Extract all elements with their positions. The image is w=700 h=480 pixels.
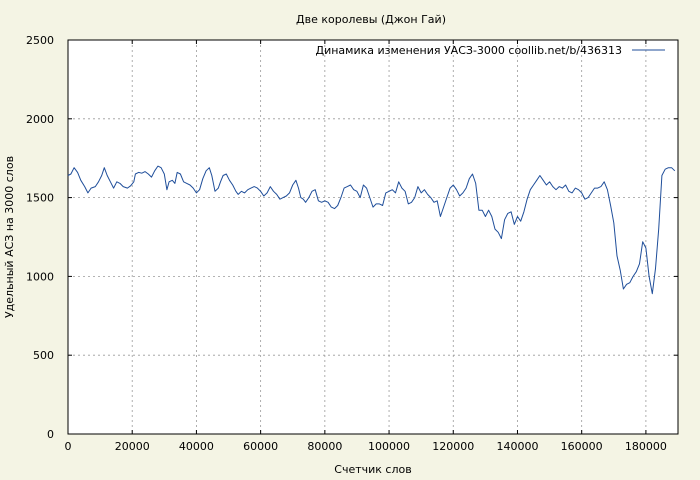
x-tick-label: 160000 <box>561 440 603 453</box>
legend: Динамика изменения УАСЗ-3000 coollib.net… <box>316 44 665 57</box>
legend-label: Динамика изменения УАСЗ-3000 coollib.net… <box>316 44 623 57</box>
x-tick-label: 40000 <box>179 440 214 453</box>
x-tick-label: 140000 <box>496 440 538 453</box>
tick-marks <box>67 39 678 435</box>
x-tick-label: 120000 <box>432 440 474 453</box>
x-tick-label: 80000 <box>307 440 342 453</box>
series-line-0 <box>67 165 676 295</box>
y-tick-label: 1000 <box>26 270 54 283</box>
x-tick-label: 20000 <box>115 440 150 453</box>
y-tick-label: 2500 <box>26 34 54 47</box>
y-tick-label: 0 <box>47 428 54 441</box>
series-layer <box>67 165 676 295</box>
x-tick-labels: 0 20000 40000 60000 80000 100000 120000 140000 1… <box>65 440 667 453</box>
y-tick-label: 2000 <box>26 113 54 126</box>
x-axis-label: Счетчик слов <box>334 463 411 476</box>
x-tick-label: 0 <box>65 440 72 453</box>
y-tick-label: 500 <box>33 349 54 362</box>
y-tick-labels: 0 500 1000 1500 2000 2500 <box>26 34 54 441</box>
x-tick-label: 100000 <box>368 440 410 453</box>
y-tick-label: 1500 <box>26 192 54 205</box>
grid-lines <box>68 40 678 434</box>
chart-title: Две королевы (Джон Гай) <box>296 13 446 26</box>
x-tick-label: 60000 <box>243 440 278 453</box>
y-axis-label: Удельный АСЗ на 3000 слов <box>3 156 16 318</box>
x-tick-label: 180000 <box>625 440 667 453</box>
plot-area <box>67 39 679 435</box>
